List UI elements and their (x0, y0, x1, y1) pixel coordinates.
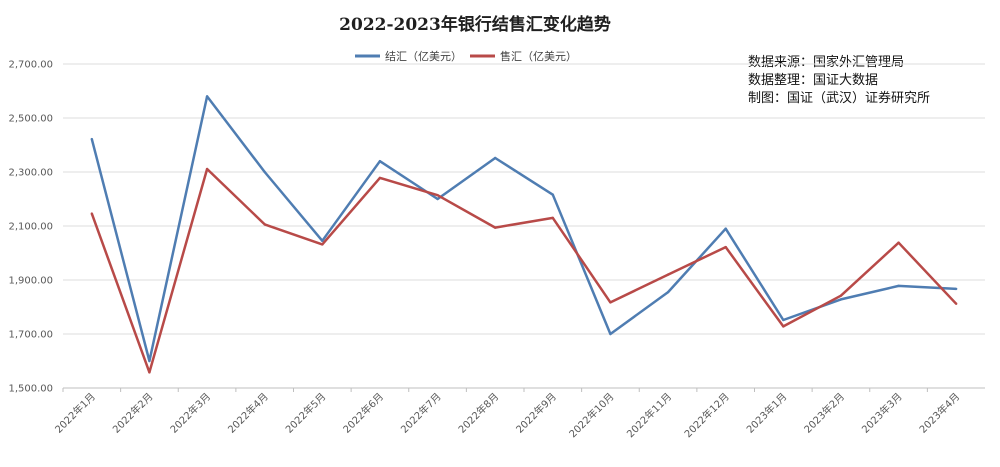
data-point (263, 170, 266, 174)
x-tick-label: 2022年5月 (283, 390, 329, 436)
data-point (148, 359, 151, 363)
data-point (436, 197, 439, 201)
x-tick-label: 2022年6月 (340, 390, 386, 436)
data-point (436, 194, 439, 197)
y-tick-label: 2,100.00 (8, 222, 53, 233)
source-line-3: 制图：国证（武汉）证券研究所 (748, 90, 930, 106)
data-point (666, 290, 670, 294)
y-tick-label: 1,700.00 (8, 330, 53, 341)
data-point (839, 298, 843, 301)
x-tick-label: 2023年4月 (916, 390, 962, 436)
data-point (954, 287, 958, 291)
source-line-2: 数据整理：国证大数据 (748, 73, 878, 88)
data-point (782, 318, 785, 322)
data-point (551, 216, 555, 220)
data-point (378, 160, 382, 163)
gridlines (63, 63, 985, 389)
y-tick-label: 2,500.00 (8, 114, 53, 125)
data-point (205, 167, 209, 171)
data-point (493, 226, 497, 229)
data-point (551, 193, 555, 196)
source-note: 数据来源：国家外汇管理局 数据整理：国证大数据 制图：国证（武汉）证券研究所 (748, 54, 930, 106)
y-tick-label: 2,300.00 (8, 168, 53, 179)
data-point (205, 95, 209, 98)
y-tick-label: 2,700.00 (8, 60, 53, 71)
series-line-settlement (90, 95, 957, 363)
data-point (263, 223, 266, 226)
series-line-sale (90, 167, 958, 374)
data-point (609, 332, 612, 336)
data-point (148, 371, 151, 374)
x-tick-label: 2022年3月 (167, 390, 213, 436)
legend-label-settlement: 结汇（亿美元） (385, 50, 462, 63)
data-point (724, 245, 727, 249)
x-tick-label: 2022年4月 (225, 390, 271, 436)
source-line-1: 数据来源：国家外汇管理局 (748, 54, 904, 70)
data-point (897, 284, 900, 288)
data-point (378, 176, 382, 180)
data-point (321, 239, 324, 243)
data-point (839, 294, 843, 297)
x-tick-label: 2022年10月 (566, 390, 616, 440)
y-axis: 1,500.00 1,700.00 1,900.00 2,100.00 2,300.00… (8, 60, 53, 395)
y-tick-label: 1,900.00 (8, 276, 53, 287)
data-point (90, 212, 94, 215)
data-point (954, 302, 958, 305)
x-tick-label: 2022年8月 (455, 390, 501, 436)
data-point (90, 137, 94, 141)
x-tick-label: 2022年7月 (398, 390, 444, 436)
data-point (493, 156, 497, 160)
x-tick-label: 2022年9月 (513, 390, 559, 436)
x-tick-label: 2022年12月 (681, 390, 731, 440)
x-tick-label: 2023年2月 (801, 390, 847, 436)
x-tick-label: 2023年3月 (859, 390, 905, 436)
x-tick-label: 2023年1月 (744, 390, 790, 436)
data-point (609, 301, 612, 304)
series-lines (90, 95, 958, 374)
y-tick-label: 1,500.00 (8, 384, 53, 395)
legend: 结汇（亿美元） 售汇（亿美元） (355, 49, 577, 63)
data-point (724, 227, 727, 230)
x-tick-label: 2022年11月 (624, 390, 674, 440)
data-point (666, 273, 670, 276)
x-axis: 2022年1月 2022年2月 2022年3月 2022年4月 2022年5月 2022年… (52, 387, 985, 440)
x-tick-label: 2022年2月 (110, 390, 156, 436)
legend-label-sale: 售汇（亿美元） (500, 49, 577, 63)
data-point (782, 325, 785, 328)
data-point (321, 243, 324, 246)
chart-title: 2022-2023年银行结售汇变化趋势 (339, 14, 611, 35)
data-point (897, 241, 900, 244)
x-tick-label: 2022年1月 (52, 390, 98, 436)
